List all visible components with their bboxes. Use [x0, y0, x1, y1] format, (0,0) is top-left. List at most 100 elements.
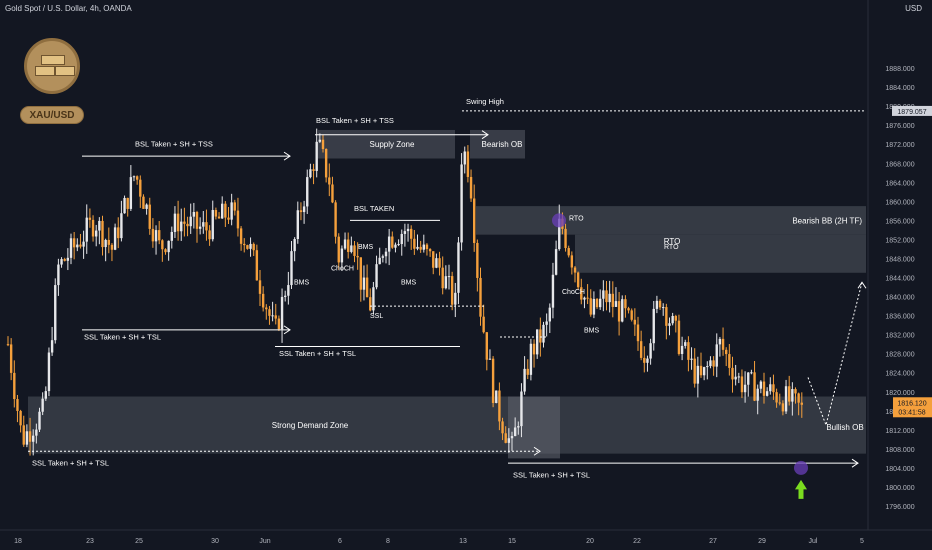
candle-bullish — [98, 220, 101, 231]
candle-bearish — [498, 390, 501, 422]
y-tick-label: 1808.000 — [885, 447, 914, 454]
candle-bullish — [457, 242, 460, 293]
candle-bullish — [113, 227, 117, 250]
y-tick-label: 1796.000 — [885, 504, 914, 511]
candle-bullish — [759, 381, 763, 389]
y-tick-label: 1832.000 — [885, 333, 914, 340]
candle-bullish — [284, 295, 287, 297]
annotation-label: BMS — [358, 244, 374, 251]
annotation-label: SSL Taken + SH + TSL — [279, 349, 356, 358]
candle-bullish — [435, 258, 438, 268]
candle-bullish — [529, 343, 533, 375]
candle-bullish — [706, 366, 709, 368]
candle-bullish — [747, 372, 750, 385]
candle-bullish — [69, 238, 73, 258]
candle-bullish — [387, 236, 391, 252]
zone-label: Bullish OB — [826, 423, 863, 432]
candle-bullish — [784, 386, 788, 412]
candle-bearish — [347, 239, 350, 252]
candle-bullish — [123, 197, 126, 214]
candle-bullish — [249, 243, 252, 249]
zone-4 — [28, 396, 866, 454]
candle-bullish — [696, 365, 700, 384]
y-tick-label: 1884.000 — [885, 85, 914, 92]
candle-bearish — [469, 176, 473, 199]
candle-bullish — [32, 435, 35, 442]
candle-bullish — [554, 249, 558, 275]
candle-bearish — [605, 290, 608, 303]
candle-bullish — [230, 202, 233, 220]
candle-bearish — [589, 298, 592, 315]
candle-bearish — [485, 332, 488, 360]
candle-bearish — [186, 223, 189, 227]
candle-bullish — [170, 231, 173, 241]
y-tick-label: 1844.000 — [885, 276, 914, 283]
candle-bullish — [189, 216, 192, 227]
candle-bullish — [57, 264, 60, 286]
candle-bullish — [280, 296, 284, 330]
candle-bullish — [132, 176, 136, 178]
x-tick-label: 18 — [14, 538, 22, 545]
candle-bearish — [299, 210, 303, 213]
candle-bearish — [236, 210, 240, 229]
current-price-tag — [893, 397, 932, 418]
candle-bearish — [274, 315, 277, 319]
bar-countdown: 03:41:58 — [898, 409, 925, 416]
candle-bearish — [13, 372, 16, 400]
candle-bearish — [473, 198, 476, 243]
candle-bearish — [476, 242, 479, 278]
candle-bearish — [636, 324, 640, 342]
candle-bearish — [438, 258, 441, 268]
candle-bullish — [120, 213, 123, 239]
candle-bearish — [413, 238, 416, 249]
candle-bullish — [192, 211, 196, 217]
candle-bearish — [677, 320, 681, 354]
y-tick-label: 1836.000 — [885, 314, 914, 321]
candle-bearish — [595, 298, 599, 308]
projection-arrow-head — [857, 281, 867, 289]
candle-bearish — [243, 243, 246, 246]
candle-bullish — [791, 389, 794, 402]
candle-bullish — [400, 233, 403, 245]
candle-bearish — [419, 246, 422, 250]
candle-bearish — [91, 219, 95, 237]
candle-bearish — [214, 210, 218, 217]
candle-bearish — [265, 307, 268, 310]
candle-bullish — [602, 290, 605, 299]
candle-bearish — [252, 243, 255, 251]
candle-bullish — [536, 329, 539, 355]
candle-bullish — [765, 391, 769, 396]
candle-bearish — [797, 393, 800, 403]
candle-bullish — [302, 206, 306, 213]
candle-bullish — [41, 398, 44, 412]
arrow-head — [283, 151, 291, 161]
candle-bearish — [466, 151, 470, 177]
candle-bullish — [523, 368, 526, 392]
candle-bullish — [54, 285, 57, 341]
candle-bullish — [95, 230, 98, 237]
candle-bullish — [287, 285, 290, 296]
candle-bullish — [362, 277, 366, 290]
purple-marker — [794, 460, 808, 475]
candle-bearish — [740, 376, 744, 393]
x-tick-label: 5 — [860, 538, 864, 545]
candle-bearish — [693, 358, 696, 384]
candle-bearish — [699, 365, 703, 376]
candle-bullish — [296, 210, 299, 239]
candle-bullish — [517, 426, 520, 428]
candle-bearish — [148, 204, 151, 229]
x-tick-label: 23 — [86, 538, 94, 545]
candle-bullish — [378, 257, 381, 265]
candle-bearish — [627, 308, 630, 311]
candle-bearish — [88, 217, 92, 220]
candle-bearish — [658, 300, 662, 308]
zone-2 — [476, 206, 866, 235]
candle-bearish — [22, 425, 25, 445]
annotation-label: BMS — [401, 280, 417, 287]
candle-bullish — [545, 321, 548, 325]
candle-bullish — [662, 307, 665, 309]
x-tick-label: Jun — [259, 538, 270, 545]
candle-bearish — [365, 277, 369, 298]
candle-bearish — [501, 421, 504, 434]
